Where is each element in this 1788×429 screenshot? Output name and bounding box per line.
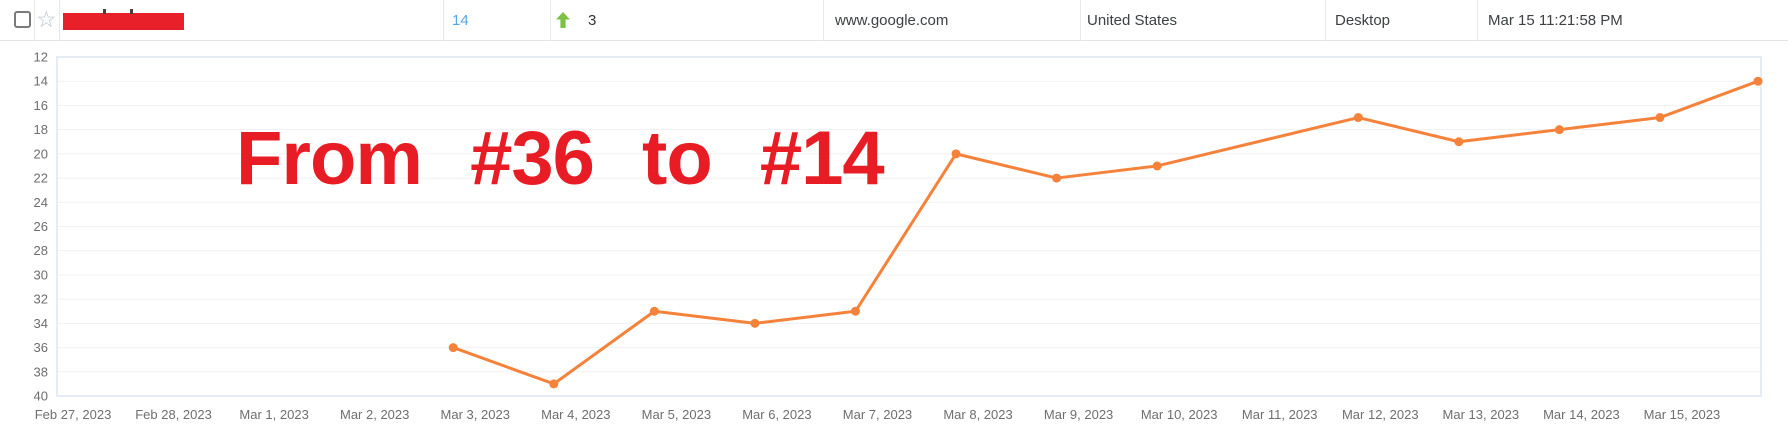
x-tick-label: Mar 3, 2023 (441, 407, 510, 422)
x-tick-label: Mar 15, 2023 (1644, 407, 1721, 422)
y-tick-label: 18 (34, 122, 48, 137)
y-tick-label: 16 (34, 98, 48, 113)
y-tick-label: 12 (34, 50, 48, 65)
rank-change-value: 3 (588, 12, 597, 29)
y-tick-label: 32 (34, 292, 48, 307)
x-tick-label: Feb 27, 2023 (35, 407, 112, 422)
column-divider (1080, 0, 1081, 41)
y-tick-label: 34 (34, 316, 48, 331)
keyword-ascender-mark (103, 9, 106, 14)
data-point[interactable] (649, 306, 659, 316)
x-tick-label: Mar 9, 2023 (1044, 407, 1113, 422)
data-point[interactable] (448, 343, 458, 353)
y-tick-label: 30 (34, 267, 48, 282)
keyword-ascender-mark (130, 9, 133, 14)
location-value: United States (1087, 12, 1178, 29)
x-tick-label: Mar 5, 2023 (642, 407, 711, 422)
column-divider (823, 0, 824, 41)
x-tick-label: Mar 6, 2023 (742, 407, 811, 422)
x-tick-label: Mar 12, 2023 (1342, 407, 1419, 422)
x-tick-label: Mar 1, 2023 (239, 407, 308, 422)
keyword-redaction-bar (63, 13, 184, 30)
data-point[interactable] (850, 306, 860, 316)
rank-change-up-arrow-icon (556, 12, 570, 28)
x-tick-label: Feb 28, 2023 (135, 407, 212, 422)
rank-improvement-annotation: From #36 to #14 (236, 116, 885, 201)
column-divider (1325, 0, 1326, 41)
column-divider (550, 0, 551, 41)
data-point[interactable] (549, 379, 559, 389)
rank-value: 14 (452, 12, 469, 29)
data-point[interactable] (1454, 137, 1464, 147)
y-tick-label: 38 (34, 364, 48, 379)
y-tick-label: 28 (34, 243, 48, 258)
x-tick-label: Mar 8, 2023 (943, 407, 1012, 422)
data-point[interactable] (1052, 173, 1062, 183)
url-value: www.google.com (835, 12, 949, 29)
y-tick-label: 22 (34, 171, 48, 186)
column-divider (59, 0, 60, 41)
plot-border (56, 56, 1762, 397)
y-tick-label: 20 (34, 146, 48, 161)
x-tick-label: Mar 11, 2023 (1242, 407, 1318, 422)
last-checked-value: Mar 15 11:21:58 PM (1488, 12, 1623, 29)
favorite-star-icon[interactable]: ☆ (36, 6, 57, 32)
y-tick-label: 24 (34, 195, 48, 210)
x-tick-label: Mar 13, 2023 (1443, 407, 1520, 422)
data-point[interactable] (1554, 125, 1564, 135)
column-divider (1477, 0, 1478, 41)
column-divider (443, 0, 444, 41)
y-tick-label: 14 (34, 74, 48, 89)
y-tick-label: 40 (34, 388, 48, 403)
data-point[interactable] (1753, 76, 1763, 86)
x-tick-label: Mar 2, 2023 (340, 407, 409, 422)
data-point[interactable] (1655, 113, 1665, 123)
x-tick-label: Mar 14, 2023 (1543, 407, 1620, 422)
x-tick-label: Mar 10, 2023 (1141, 407, 1218, 422)
data-point[interactable] (1353, 113, 1363, 123)
data-point[interactable] (750, 318, 760, 328)
y-tick-label: 36 (34, 340, 48, 355)
device-value: Desktop (1335, 12, 1391, 29)
y-tick-label: 26 (34, 219, 48, 234)
row-checkbox[interactable] (14, 11, 31, 28)
keyword-table-row[interactable]: ☆ 14 3 www.google.com United States Desk… (0, 0, 1788, 41)
data-point[interactable] (1152, 161, 1162, 171)
data-point[interactable] (951, 149, 961, 159)
column-divider (34, 0, 35, 41)
x-tick-label: Mar 4, 2023 (541, 407, 610, 422)
x-tick-label: Mar 7, 2023 (843, 407, 912, 422)
